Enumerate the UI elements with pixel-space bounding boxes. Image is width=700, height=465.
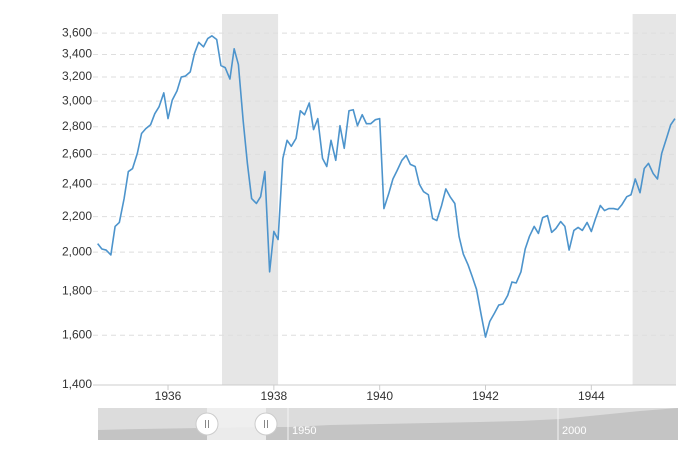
y-tick-label: 2,000 [62, 244, 92, 258]
navigator[interactable]: 1950 2000 [98, 408, 678, 440]
y-tick-label: 3,400 [62, 47, 92, 61]
navigator-label: 1950 [292, 425, 316, 437]
y-tick-label: 3,000 [62, 93, 92, 107]
data-line [97, 35, 676, 338]
y-tick-label: 3,600 [62, 25, 92, 39]
x-tick-label: 1944 [578, 389, 605, 403]
y-tick-label: 1,400 [62, 377, 92, 391]
x-tick-label: 1942 [472, 389, 499, 403]
x-tick-label: 1936 [155, 389, 182, 403]
x-tick-label: 1940 [366, 389, 393, 403]
y-tick-label: 2,200 [62, 209, 92, 223]
shaded-range [632, 14, 676, 385]
x-tick-label: 1938 [260, 389, 287, 403]
y-tick-label: 2,600 [62, 147, 92, 161]
y-tick-label: 1,800 [62, 284, 92, 298]
navigator-handle[interactable] [254, 412, 278, 436]
y-tick-label: 2,800 [62, 119, 92, 133]
y-tick-label: 2,400 [62, 176, 92, 190]
y-tick-label: 1,600 [62, 327, 92, 341]
navigator-label: 2000 [562, 425, 586, 437]
shaded-range [221, 14, 279, 385]
navigator-handle[interactable] [195, 412, 219, 436]
plot: 1,400 1,600 1,800 2,000 2,200 2,400 2,600 2,800… [62, 14, 676, 403]
y-tick-label: 3,200 [62, 69, 92, 83]
